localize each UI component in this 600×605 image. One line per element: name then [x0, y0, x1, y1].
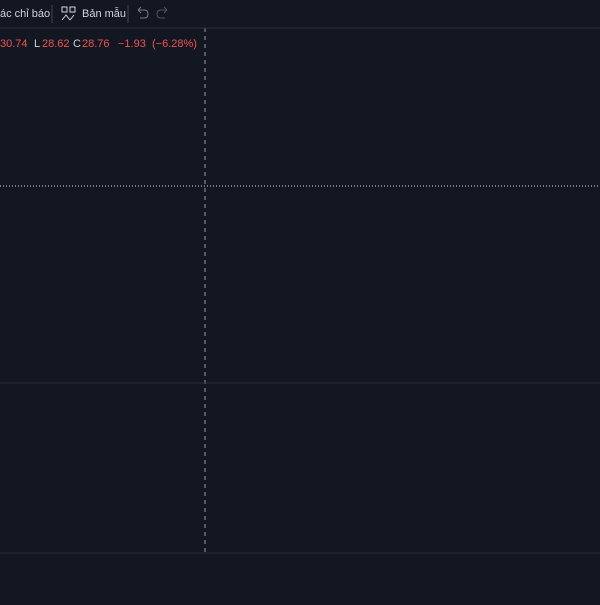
legend-close-prefix: C [73, 38, 81, 50]
legend-high: 30.74 [0, 38, 28, 50]
undo[interactable] [137, 6, 149, 19]
indicators-button[interactable]: ác chỉ báo [0, 8, 50, 20]
toolbar [0, 0, 600, 28]
redo[interactable] [156, 6, 168, 19]
legend-low-prefix: L [34, 38, 40, 50]
legend-change-pct: (−6.28%) [152, 38, 197, 50]
templates-button[interactable]: Bản mẫu [82, 7, 126, 20]
legend-change: −1.93 [118, 38, 146, 50]
legend-low: 28.62 [42, 38, 70, 50]
legend-close: 28.76 [82, 38, 110, 50]
legend: 30.74 L 28.62 C 28.76 −1.93 (−6.28%) [0, 38, 197, 50]
templates-icon[interactable] [61, 6, 76, 21]
